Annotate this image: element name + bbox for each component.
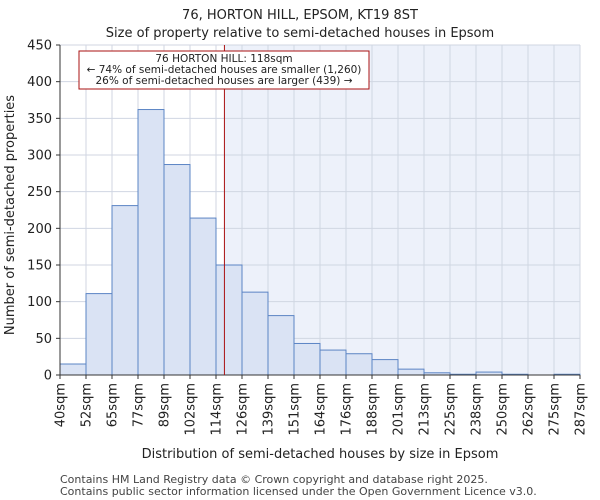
chart-title-line2: Size of property relative to semi-detach… [106, 26, 494, 41]
histogram-bar [371, 359, 399, 376]
y-tick-label: 0 [44, 369, 52, 384]
plot-area: 0 50 100 150 200 250 300 350 400 450 40sqm 52sqm 65s… [27, 39, 588, 436]
y-tick-label: 50 [35, 332, 52, 347]
annotation-box [78, 50, 370, 90]
x-tick-label: 188sqm [366, 383, 381, 436]
x-tick-label: 77sqm [132, 383, 147, 427]
chart-title-line1: 76, HORTON HILL, EPSOM, KT19 8ST [182, 8, 418, 23]
histogram-bar [241, 291, 269, 376]
x-tick-label: 275sqm [548, 383, 563, 436]
x-tick-label: 89sqm [158, 383, 173, 427]
annotation-line: 76 HORTON HILL: 118sqm [155, 53, 292, 65]
annotation-line: ← 74% of semi-detached houses are smalle… [87, 64, 362, 76]
x-tick-label: 201sqm [392, 383, 407, 436]
histogram-bar [85, 293, 113, 376]
y-tick-label: 400 [27, 75, 52, 90]
x-tick-label: 176sqm [340, 383, 355, 436]
histogram-bar [163, 164, 191, 376]
x-tick-label: 102sqm [184, 383, 199, 436]
x-tick-label: 40sqm [54, 383, 69, 427]
x-tick-label: 126sqm [236, 383, 251, 436]
x-tick-label: 225sqm [444, 383, 459, 436]
histogram-bar [345, 353, 373, 376]
y-tick-label: 450 [27, 39, 52, 54]
x-tick-label: 151sqm [288, 383, 303, 436]
x-axis-label: Distribution of semi-detached houses by … [142, 447, 499, 462]
x-tick-label: 238sqm [470, 383, 485, 436]
x-tick-label: 213sqm [418, 383, 433, 436]
y-tick-label: 350 [27, 112, 52, 127]
y-tick-label: 250 [27, 185, 52, 200]
x-tick-label: 164sqm [314, 383, 329, 436]
histogram-bar [189, 217, 217, 376]
y-tick-label: 100 [27, 295, 52, 310]
x-tick-label: 114sqm [210, 383, 225, 436]
x-tick-label: 287sqm [574, 383, 589, 436]
x-tick-label: 52sqm [80, 383, 95, 427]
y-tick-label: 300 [27, 149, 52, 164]
histogram-bar [215, 264, 243, 376]
footer-line2: Contains public sector information licen… [60, 485, 537, 498]
x-tick-label: 65sqm [106, 383, 121, 427]
x-tick-label: 250sqm [496, 383, 511, 436]
histogram-bar [111, 205, 139, 376]
y-tick-label: 150 [27, 259, 52, 274]
x-tick-label: 262sqm [522, 383, 537, 436]
histogram-bar [267, 315, 295, 376]
x-tick-label: 139sqm [262, 383, 277, 436]
y-tick-label: 200 [27, 222, 52, 237]
footer-line1: Contains HM Land Registry data © Crown c… [60, 473, 488, 486]
histogram-bar [137, 109, 165, 376]
histogram-bar [293, 342, 321, 376]
histogram-bar [59, 363, 87, 376]
histogram-bar [319, 349, 347, 376]
y-axis-label: Number of semi-detached properties [3, 95, 18, 335]
annotation-line: 26% of semi-detached houses are larger (… [96, 75, 353, 87]
histogram-bar [397, 368, 425, 376]
